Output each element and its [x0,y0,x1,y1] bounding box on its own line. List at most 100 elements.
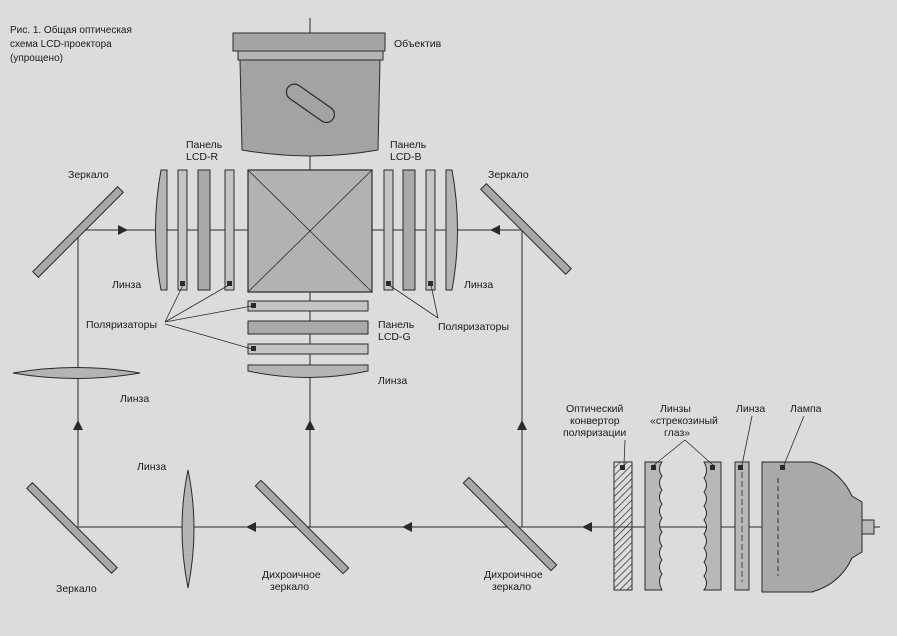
lamp-marker [780,465,785,470]
mirror-bottom-left-label: Зеркало [56,583,97,595]
x-cube-prism [247,169,373,293]
panel-g-label-1: Панель [378,319,415,331]
dichroic-right-label-1: Дихроичное [484,569,543,581]
lcd-g-assembly: Панель LCD-G Линза [247,300,415,387]
arrow-icon [490,225,500,235]
lens-r [155,169,168,291]
converter-label-2: конвертор [570,415,620,427]
mirror-top-right-label: Зеркало [488,169,529,181]
polarizer-marker [386,281,391,286]
panel-b-label-1: Панель [390,139,427,151]
lamp-socket [861,519,875,535]
leader-line [388,284,439,319]
lens-g-label: Линза [378,375,407,387]
mirror-top-left [32,186,124,278]
arrow-icon [305,420,315,430]
lens-right-b-label: Линза [464,279,493,291]
lens-left-middle [12,367,141,379]
polarizer-leaders: Поляризаторы Поляризаторы [86,284,509,350]
leader-line [684,439,714,466]
fly-eye-lens-2 [703,461,722,591]
mirror-top-right [480,183,572,275]
panel-g-label-2: LCD-G [378,331,411,343]
objective-lens: Объектив [232,32,442,157]
leader-line [741,415,753,466]
lens-g [247,364,369,378]
leader-line [623,439,626,466]
converter-label-3: поляризации [563,427,626,439]
polarizer-marker [251,346,256,351]
fly-eye-label-1: Линзы [660,403,691,415]
polarizers-right-label: Поляризаторы [438,321,509,333]
leader-line [164,284,230,323]
polarizer-g-outer [247,343,369,355]
polarizer-b-inner [383,169,394,291]
polarizer-b-outer [425,169,436,291]
polarizer-r-outer [177,169,188,291]
dichroic-left-label-2: зеркало [270,581,309,593]
polarizer-marker [180,281,185,286]
objective-rim [232,32,386,52]
leader-line [164,323,253,350]
fly-eye-marker [710,465,715,470]
arrow-icon [582,522,592,532]
panel-lcd-r [197,169,211,291]
dichroic-left-label-1: Дихроичное [262,569,321,581]
objective-slot [285,83,335,124]
leader-line [164,305,253,323]
objective-ring [237,50,384,61]
figure-caption: Рис. 1. Общая оптическая схема LCD-проек… [10,24,132,64]
polarizer-marker [428,281,433,286]
polarization-converter [613,461,633,591]
caption-line-2: схема LCD-проектора [10,39,112,50]
fly-eye-label-2: «стрекозиный [650,415,718,427]
leader-line [164,284,184,323]
panel-b-label-2: LCD-B [390,151,422,163]
lens-b [445,169,458,291]
source-optics: Оптический конвертор поляризации Линзы «… [563,403,875,593]
lamp-label: Лампа [790,403,822,415]
arrow-icon [73,420,83,430]
polarizer-marker [227,281,232,286]
leader-line [653,439,686,466]
dichroic-right-label-2: зеркало [492,581,531,593]
panel-lcd-g [247,320,369,335]
polarizer-r-inner [224,169,235,291]
fly-eye-lens-1 [644,461,663,591]
lcd-b-assembly: Панель LCD-B Линза [383,139,493,291]
arrow-icon [517,420,527,430]
arrow-icon [402,522,412,532]
lcd-r-assembly: Панель LCD-R Линза [112,139,235,291]
caption-line-3: (упрощено) [10,53,63,64]
leader-line [430,284,439,319]
caption-line-1: Рис. 1. Общая оптическая [10,24,132,36]
source-lens-label: Линза [736,403,765,415]
polarizer-marker [251,303,256,308]
fly-eye-marker [651,465,656,470]
relay-lenses: Линза Линза [12,367,195,589]
leader-line [783,415,805,466]
lens-bottom-label: Линза [137,461,166,473]
mirrors: Зеркало Зеркало Зеркало Дихроичное зерка… [26,169,572,595]
mirror-top-left-label: Зеркало [68,169,109,181]
polarizers-left-label: Поляризаторы [86,319,157,331]
polarizer-g-inner [247,300,369,312]
lens-left-mid-label: Линза [120,393,149,405]
arrow-icon [118,225,128,235]
mirror-bottom-left [26,482,118,574]
converter-label-1: Оптический [566,403,624,415]
objective-label: Объектив [394,38,442,50]
panel-lcd-b [402,169,416,291]
panel-r-label-2: LCD-R [186,151,219,163]
panel-r-label-1: Панель [186,139,223,151]
dichroic-mirror-left [254,479,350,575]
dichroic-mirror-right [462,476,558,572]
arrow-icon [246,522,256,532]
objective-body [239,59,381,157]
lens-left-r-label: Линза [112,279,141,291]
lens-bottom [181,469,195,589]
fly-eye-label-3: глаз» [664,427,690,439]
source-lens-marker [738,465,743,470]
converter-marker [620,465,625,470]
